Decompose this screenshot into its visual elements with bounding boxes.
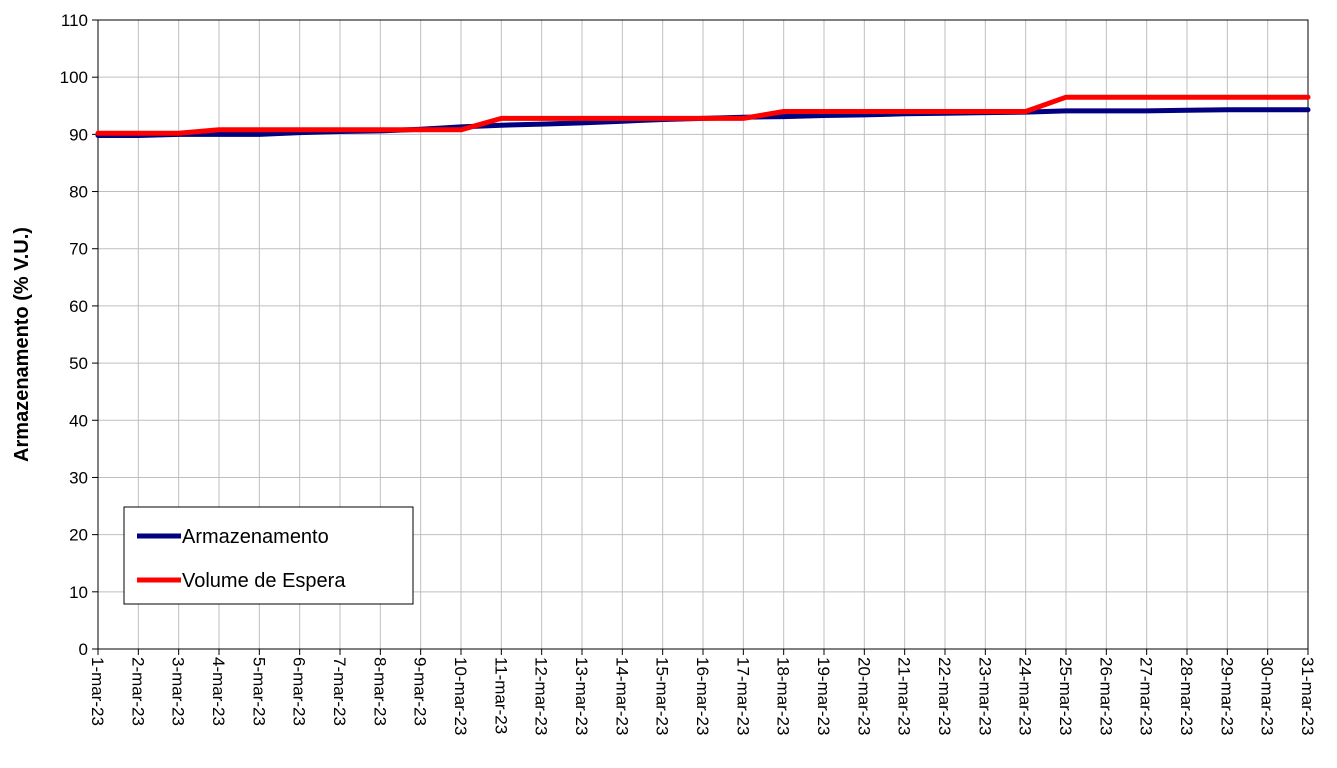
y-tick-label: 110 [61,11,88,30]
x-tick-label: 5-mar-23 [249,657,268,726]
x-tick-label: 23-mar-23 [975,657,994,735]
legend-label-armazenamento: Armazenamento [182,526,329,548]
x-tick-label: 4-mar-23 [209,657,228,726]
x-tick-label: 6-mar-23 [290,657,309,726]
legend-label-volume-de-espera: Volume de Espera [182,570,346,592]
y-axis-ticks: 0 10 20 30 40 50 60 70 80 90 100 110 [60,11,98,659]
x-tick-label: 30-mar-23 [1258,657,1277,735]
y-tick-label: 70 [69,240,88,259]
y-tick-label: 90 [69,125,88,144]
y-tick-label: 100 [60,68,88,87]
y-tick-label: 50 [69,354,88,373]
x-tick-label: 20-mar-23 [854,657,873,735]
x-tick-label: 19-mar-23 [814,657,833,735]
y-tick-label: 40 [69,411,88,430]
x-tick-label: 7-mar-23 [330,657,349,726]
x-tick-label: 21-mar-23 [895,657,914,735]
x-tick-label: 25-mar-23 [1056,657,1075,735]
x-tick-label: 1-mar-23 [88,657,107,726]
x-tick-label: 22-mar-23 [935,657,954,735]
x-tick-label: 3-mar-23 [169,657,188,726]
x-tick-label: 17-mar-23 [733,657,752,735]
y-tick-label: 30 [69,468,88,487]
y-tick-label: 20 [69,526,88,545]
x-tick-label: 18-mar-23 [774,657,793,735]
y-axis-label: Armazenamento (% V.U.) [11,227,33,462]
legend: Armazenamento Volume de Espera [123,506,414,605]
x-tick-label: 13-mar-23 [572,657,591,735]
x-tick-label: 11-mar-23 [491,657,510,734]
y-tick-label: 10 [69,583,88,602]
x-tick-label: 2-mar-23 [128,657,147,726]
x-tick-label: 26-mar-23 [1096,657,1115,735]
x-tick-label: 12-mar-23 [532,657,551,735]
x-tick-label: 14-mar-23 [612,657,631,735]
x-tick-label: 15-mar-23 [653,657,672,735]
y-tick-label: 80 [69,183,88,202]
x-tick-label: 9-mar-23 [411,657,430,726]
x-axis-ticks: 1-mar-23 2-mar-23 3-mar-23 4-mar-23 5-mar-23… [88,649,1317,735]
x-tick-label: 16-mar-23 [693,657,712,735]
x-tick-label: 8-mar-23 [370,657,389,726]
legend-box [123,506,414,605]
x-tick-label: 10-mar-23 [451,657,470,735]
x-tick-label: 29-mar-23 [1217,657,1236,735]
y-tick-label: 60 [69,297,88,316]
series-lines [95,94,1311,138]
y-tick-label: 0 [79,640,88,659]
x-tick-label: 24-mar-23 [1016,657,1035,735]
x-tick-label: 28-mar-23 [1177,657,1196,735]
series-line-volume-de-espera [95,94,1311,136]
x-tick-label: 27-mar-23 [1137,657,1156,735]
x-tick-label: 31-mar-23 [1298,657,1317,735]
